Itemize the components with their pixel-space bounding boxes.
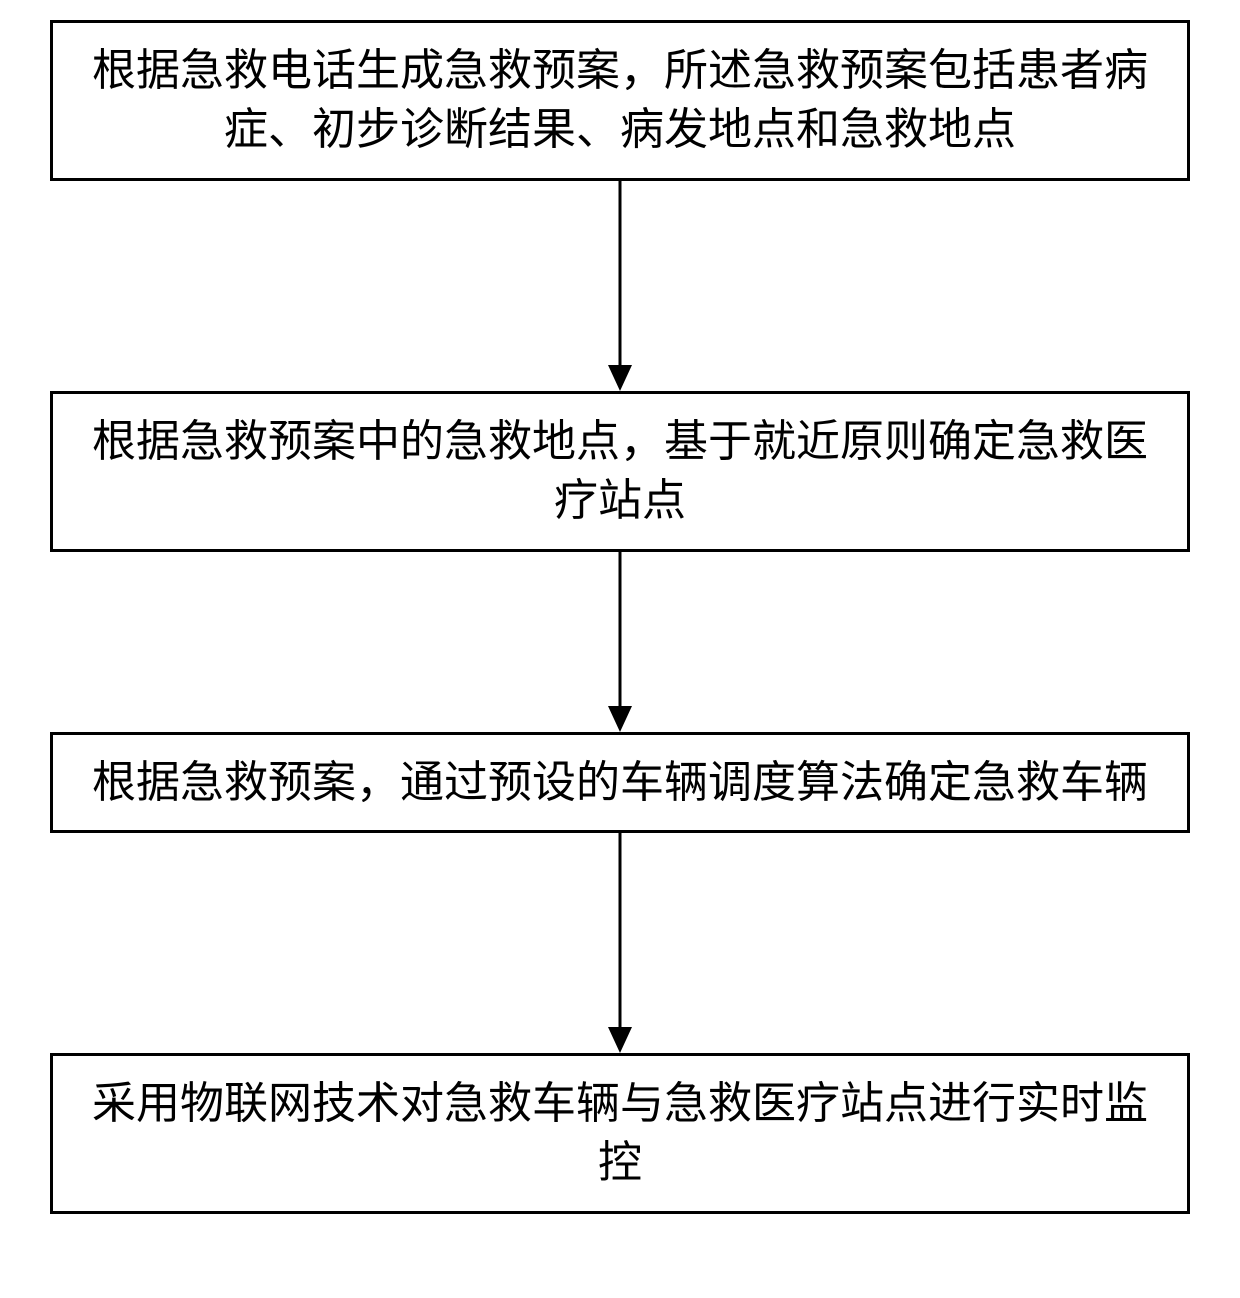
flowchart-container: 根据急救电话生成急救预案，所述急救预案包括患者病症、初步诊断结果、病发地点和急救… xyxy=(50,20,1190,1214)
flowchart-node: 根据急救预案中的急救地点，基于就近原则确定急救医疗站点 xyxy=(50,391,1190,552)
node-text: 根据急救预案，通过预设的车辆调度算法确定急救车辆 xyxy=(92,758,1148,807)
flowchart-arrow xyxy=(50,181,1190,391)
flowchart-node: 采用物联网技术对急救车辆与急救医疗站点进行实时监控 xyxy=(50,1053,1190,1214)
node-text: 采用物联网技术对急救车辆与急救医疗站点进行实时监控 xyxy=(92,1079,1148,1187)
flowchart-node: 根据急救电话生成急救预案，所述急救预案包括患者病症、初步诊断结果、病发地点和急救… xyxy=(50,20,1190,181)
flowchart-node: 根据急救预案，通过预设的车辆调度算法确定急救车辆 xyxy=(50,732,1190,833)
flowchart-arrow xyxy=(50,552,1190,732)
node-text: 根据急救预案中的急救地点，基于就近原则确定急救医疗站点 xyxy=(92,417,1148,525)
node-text: 根据急救电话生成急救预案，所述急救预案包括患者病症、初步诊断结果、病发地点和急救… xyxy=(92,46,1148,154)
flowchart-arrow xyxy=(50,833,1190,1053)
